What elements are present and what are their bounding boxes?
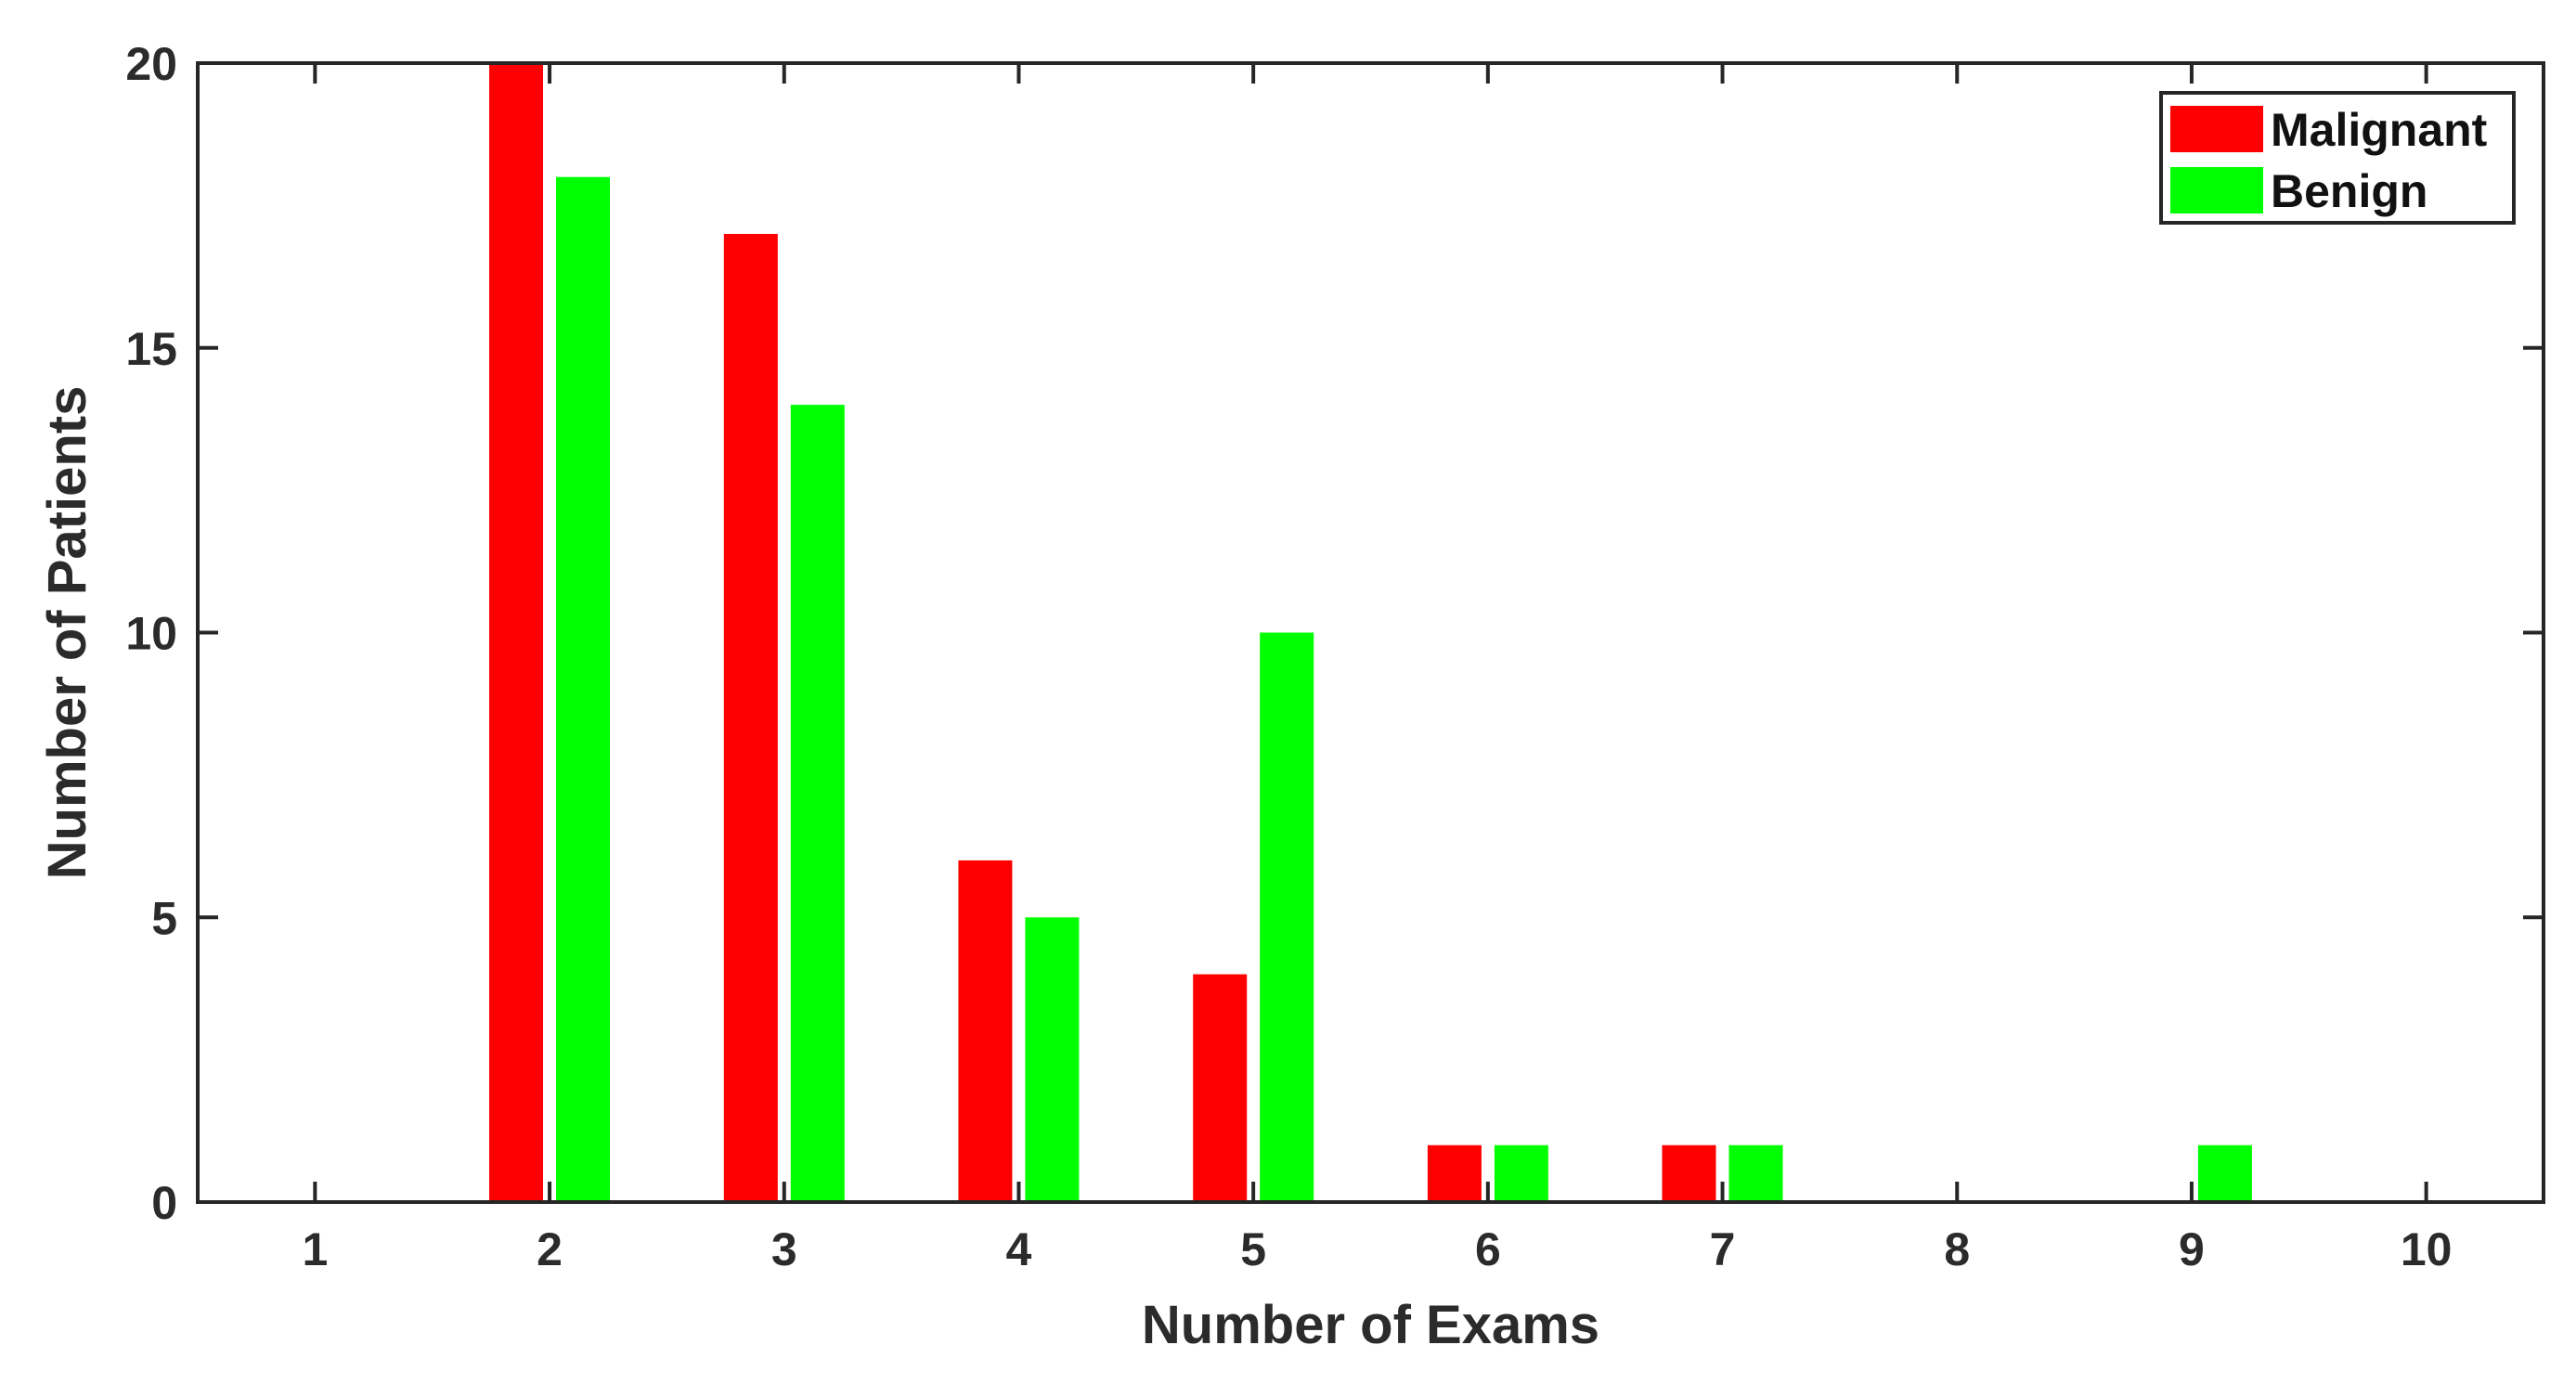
bar-benign-2 [556,176,610,1203]
bar-malignant-6 [1427,1145,1482,1202]
legend-items: Malignant Benign [2170,104,2488,217]
y-tick-label-20: 20 [125,38,177,90]
bar-malignant-4 [958,860,1013,1202]
bar-malignant-3 [723,234,778,1202]
y-tick-label-15: 15 [125,323,177,375]
legend-swatch-benign [2170,167,2263,213]
x-tick-label-2: 2 [537,1223,563,1275]
tick-labels-layer: 1 2 3 4 5 6 7 8 9 10 0 5 10 15 20 [125,38,2452,1275]
bar-benign-6 [1494,1145,1548,1202]
bar-malignant-5 [1193,974,1248,1202]
x-tick-label-3: 3 [771,1223,797,1275]
legend-label-benign: Benign [2271,165,2427,217]
x-tick-label-4: 4 [1006,1223,1032,1275]
x-tick-label-10: 10 [2401,1223,2453,1275]
legend-swatch-malignant [2170,106,2263,152]
plot-frame [196,61,2545,1204]
y-tick-label-5: 5 [151,892,177,944]
x-tick-label-9: 9 [2179,1223,2205,1275]
bar-malignant-7 [1662,1145,1716,1202]
y-axis-label: Number of Patients [37,386,97,880]
ticks-layer [198,61,2544,1204]
bar-benign-7 [1728,1145,1783,1202]
y-tick-label-10: 10 [125,608,177,660]
x-tick-label-7: 7 [1710,1223,1736,1275]
legend-label-malignant: Malignant [2271,104,2488,156]
x-tick-label-1: 1 [302,1223,328,1275]
bar-benign-3 [790,405,845,1203]
bar-benign-5 [1260,632,1314,1202]
bar-malignant-2 [489,63,543,1202]
legend: Malignant Benign [2159,91,2516,225]
bars-layer [489,63,2252,1203]
x-tick-label-5: 5 [1240,1223,1266,1275]
bar-benign-4 [1025,917,1080,1203]
x-tick-label-6: 6 [1475,1223,1501,1275]
bar-benign-9 [2197,1145,2252,1202]
y-tick-label-0: 0 [151,1177,177,1229]
x-axis-label: Number of Exams [1142,1295,1599,1355]
x-tick-label-8: 8 [1944,1223,1970,1275]
